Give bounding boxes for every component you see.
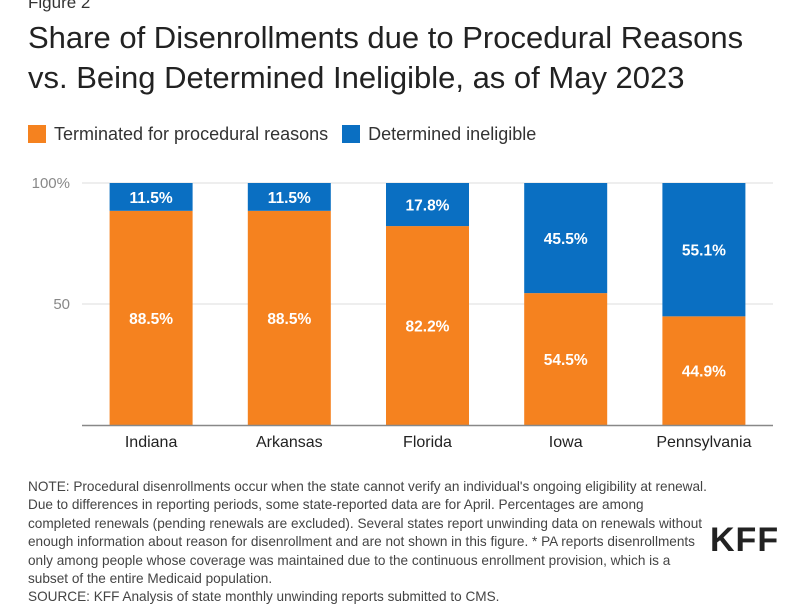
chart-title: Share of Disenrollments due to Procedura…: [28, 20, 744, 95]
chart-legend: Terminated for procedural reasons Determ…: [28, 122, 550, 146]
bar-procedural-iowa: [524, 293, 608, 425]
data-label-ineligible-arkansas: 11.5%: [268, 190, 311, 207]
bar-procedural-pennsylvania: [662, 316, 746, 425]
bar-ineligible-indiana: [109, 183, 193, 211]
bar-ineligible-iowa: [524, 183, 608, 294]
legend-item-procedural: Terminated for procedural reasons: [28, 124, 328, 145]
data-label-procedural-iowa: 54.5%: [544, 352, 588, 369]
chart-note: NOTE: Procedural disenrollments occur wh…: [28, 479, 707, 587]
bar-ineligible-florida: [386, 183, 469, 227]
bar-procedural-arkansas: [247, 210, 331, 425]
figure-label: Figure 2: [28, 0, 91, 12]
x-category-label-arkansas: Arkansas: [256, 434, 323, 451]
kff-logo: KFF: [710, 521, 780, 559]
legend-item-ineligible: Determined ineligible: [342, 124, 536, 145]
legend-label-procedural: Terminated for procedural reasons: [54, 123, 329, 144]
data-label-ineligible-florida: 17.8%: [406, 198, 450, 215]
stacked-bar-chart: 50 100% 88.5% 11.5% Indiana 88.5% 11.5% Arkansa…: [32, 175, 773, 451]
data-label-procedural-arkansas: 88.5%: [267, 311, 311, 328]
data-label-procedural-indiana: 88.5%: [129, 311, 173, 328]
x-category-label-iowa: Iowa: [549, 434, 583, 451]
data-label-ineligible-pennsylvania: 55.1%: [682, 243, 726, 260]
chart-source: SOURCE: KFF Analysis of state monthly un…: [28, 589, 500, 604]
x-category-label-pennsylvania: Pennsylvania: [656, 434, 751, 451]
bar-ineligible-pennsylvania: [662, 183, 746, 317]
data-label-procedural-pennsylvania: 44.9%: [682, 364, 726, 381]
x-category-label-indiana: Indiana: [125, 434, 178, 451]
y-tick-label-100: 100%: [32, 175, 70, 192]
data-label-ineligible-iowa: 45.5%: [544, 231, 588, 248]
data-label-ineligible-indiana: 11.5%: [130, 190, 173, 207]
data-label-procedural-florida: 82.2%: [406, 319, 450, 336]
x-category-label-florida: Florida: [403, 434, 452, 451]
legend-swatch-ineligible: [342, 125, 361, 143]
legend-swatch-procedural: [28, 125, 46, 143]
bar-procedural-indiana: [109, 210, 193, 425]
y-tick-label-50: 50: [53, 296, 70, 313]
bar-procedural-florida: [386, 226, 469, 425]
bar-ineligible-arkansas: [247, 183, 331, 211]
legend-label-ineligible: Determined ineligible: [368, 123, 537, 144]
